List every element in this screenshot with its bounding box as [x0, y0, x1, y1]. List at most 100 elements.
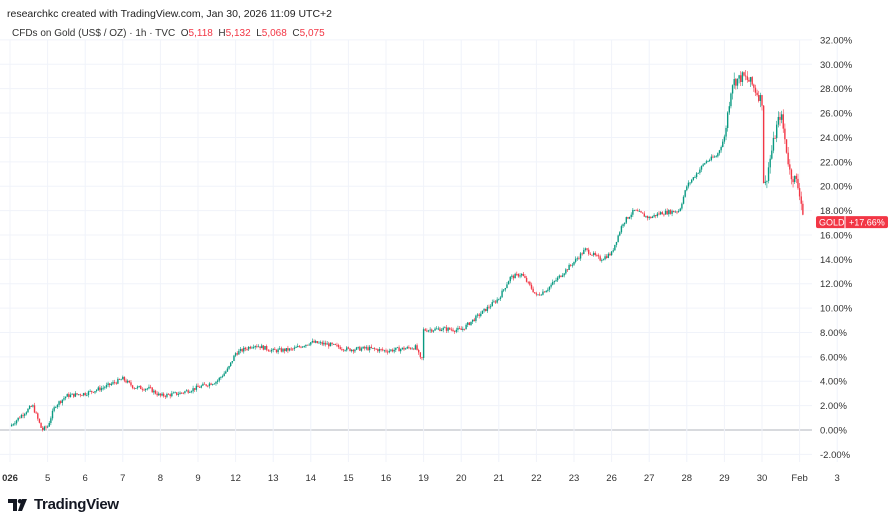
- candle-body: [315, 341, 317, 343]
- candle-body: [285, 347, 287, 352]
- candle-body: [220, 376, 222, 378]
- candle-body: [542, 291, 544, 295]
- candle-body: [223, 373, 225, 377]
- tradingview-logo[interactable]: TradingView: [8, 496, 119, 513]
- candle-body: [203, 383, 206, 385]
- candle-body: [179, 392, 181, 395]
- candle-body: [264, 345, 266, 350]
- x-tick-label: 22: [531, 473, 542, 484]
- candle-body: [33, 405, 36, 413]
- candle-body: [679, 208, 681, 212]
- candle-body: [355, 347, 358, 350]
- candle-body: [151, 387, 153, 393]
- candle-body: [738, 75, 740, 79]
- candle-body: [161, 393, 163, 396]
- candle-body: [91, 390, 93, 392]
- candle-body: [50, 418, 52, 423]
- candle-body: [780, 114, 783, 120]
- candle-body: [601, 260, 603, 262]
- candle-body: [612, 250, 614, 252]
- candle-body: [604, 256, 606, 260]
- candle-body: [641, 212, 644, 214]
- candle-body: [311, 340, 314, 343]
- candle-body: [388, 350, 390, 353]
- candle-body: [784, 128, 786, 140]
- y-tick-label: 20.00%: [820, 182, 853, 193]
- candle-body: [491, 302, 493, 307]
- price-chart[interactable]: 32.00%30.00%28.00%26.00%24.00%22.00%20.0…: [0, 0, 895, 490]
- candle-body: [427, 330, 430, 332]
- candle-body: [676, 211, 678, 213]
- candle-body: [607, 253, 610, 258]
- candle-body: [300, 346, 302, 348]
- tradingview-logo-icon: [8, 498, 27, 511]
- candle-body: [761, 95, 763, 106]
- candle-body: [722, 141, 724, 148]
- candle-body: [347, 347, 350, 349]
- candle-body: [468, 322, 471, 325]
- candle-body: [104, 387, 106, 389]
- candle-body: [793, 175, 796, 183]
- candle-body: [61, 399, 64, 403]
- candle-body: [489, 306, 492, 308]
- candle-body: [25, 412, 28, 415]
- candle-body: [764, 181, 766, 184]
- candle-body: [28, 406, 31, 409]
- candle-body: [659, 212, 662, 215]
- candle-body: [208, 383, 211, 387]
- candle-body: [424, 329, 426, 331]
- candle-body: [373, 347, 376, 349]
- candle-body: [395, 347, 397, 350]
- candle-body: [766, 180, 768, 182]
- candle-body: [82, 393, 85, 396]
- candle-body: [319, 342, 322, 344]
- candle-body: [30, 406, 32, 407]
- candle-body: [699, 169, 701, 173]
- candle-body: [123, 376, 126, 381]
- candle-body: [671, 210, 673, 214]
- candle-body: [596, 254, 598, 256]
- candle-body: [174, 392, 176, 394]
- candle-body: [762, 105, 765, 184]
- candle-body: [55, 407, 57, 408]
- candle-body: [483, 308, 485, 311]
- candle-body: [295, 347, 297, 348]
- y-tick-label: -2.00%: [820, 450, 851, 461]
- candle-body: [534, 292, 536, 294]
- candle-body: [535, 293, 538, 295]
- x-tick-label: 28: [682, 473, 693, 484]
- candle-body: [328, 343, 330, 347]
- candle-body: [516, 273, 518, 275]
- candle-body: [527, 281, 529, 283]
- candle-body: [620, 226, 623, 233]
- candle-body: [658, 213, 660, 215]
- symbol-title[interactable]: CFDs on Gold (US$ / OZ) · 1h · TVC: [12, 28, 176, 39]
- candle-body: [481, 310, 484, 314]
- x-tick-label: 13: [268, 473, 279, 484]
- candle-body: [158, 393, 160, 396]
- candle-body: [720, 147, 722, 151]
- candle-body: [563, 273, 565, 276]
- candle-body: [795, 175, 798, 179]
- candle-body: [507, 281, 510, 285]
- candle-body: [602, 259, 605, 261]
- candle-body: [673, 210, 675, 213]
- candle-body: [723, 136, 726, 142]
- candle-body: [632, 209, 634, 215]
- candle-body: [105, 384, 108, 388]
- candle-body: [398, 347, 400, 352]
- candle-body: [68, 394, 70, 398]
- candle-body: [282, 348, 284, 352]
- candle-body: [192, 388, 194, 392]
- candle-body: [651, 216, 654, 219]
- candle-body: [73, 393, 75, 397]
- candle-body: [185, 390, 188, 392]
- candle-body: [138, 386, 140, 387]
- candle-body: [51, 410, 54, 419]
- candle-body: [586, 248, 588, 250]
- candle-body: [32, 405, 34, 407]
- candle-body: [694, 177, 696, 178]
- candle-body: [349, 348, 351, 352]
- candle-body: [735, 79, 737, 86]
- candle-body: [656, 213, 659, 217]
